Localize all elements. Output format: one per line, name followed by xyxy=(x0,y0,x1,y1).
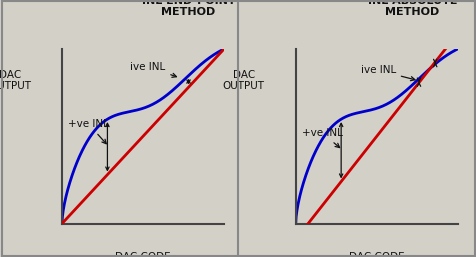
Text: DAC
OUTPUT: DAC OUTPUT xyxy=(222,70,264,91)
Text: DAC
OUTPUT: DAC OUTPUT xyxy=(0,70,31,91)
Text: INL END-POINT
METHOD: INL END-POINT METHOD xyxy=(141,0,235,17)
Text: ive INL: ive INL xyxy=(360,65,414,81)
Text: ive INL: ive INL xyxy=(130,62,176,77)
Text: +ve INL: +ve INL xyxy=(69,120,109,144)
Text: DAC CODE: DAC CODE xyxy=(115,252,170,257)
Text: +ve INL: +ve INL xyxy=(302,128,342,148)
Text: DAC CODE: DAC CODE xyxy=(348,252,404,257)
Text: INL ABSOLUTE
METHOD: INL ABSOLUTE METHOD xyxy=(367,0,456,17)
